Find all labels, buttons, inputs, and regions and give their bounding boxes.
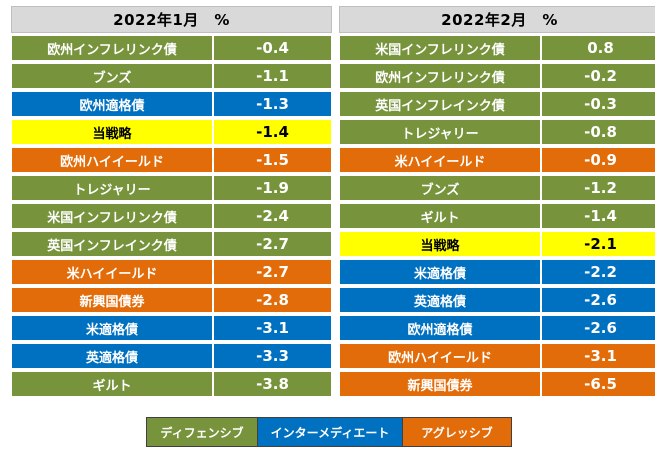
asset-name: ブンズ: [11, 63, 213, 89]
return-value: -2.6: [541, 315, 655, 341]
asset-name: トレジャリー: [11, 175, 213, 201]
return-value: -3.1: [541, 343, 655, 369]
asset-name: 米ハイイールド: [339, 147, 541, 173]
return-value: -2.7: [213, 259, 332, 285]
table-row: 当戦略 -1.4: [11, 119, 332, 145]
legend: ディフェンシブ インターメディエート アグレッシブ: [146, 417, 512, 447]
return-value: -2.7: [213, 231, 332, 257]
table-row: 米ハイイールド -0.9: [339, 147, 655, 173]
asset-name: 英適格債: [11, 343, 213, 369]
table-row: 米適格債 -2.2: [339, 259, 655, 285]
table-row: 欧州ハイイールド -3.1: [339, 343, 655, 369]
return-value: -0.2: [541, 63, 655, 89]
table-row: 米国インフレリンク債 -2.4: [11, 203, 332, 229]
table-row: 英適格債 -3.3: [11, 343, 332, 369]
return-value: -0.8: [541, 119, 655, 145]
asset-name: 欧州適格債: [11, 91, 213, 117]
return-value: -0.3: [541, 91, 655, 117]
asset-name: 米適格債: [11, 315, 213, 341]
table-january: 2022年1月 % 欧州インフレリンク債 -0.4 ブンズ -1.1 欧州適格債 -1.3…: [11, 6, 332, 397]
table-title-january: 2022年1月 %: [11, 6, 332, 33]
table-row: 欧州適格債 -1.3: [11, 91, 332, 117]
return-value: 0.8: [541, 35, 655, 61]
asset-name: トレジャリー: [339, 119, 541, 145]
legend-intermediate: インターメディエート: [257, 418, 403, 446]
asset-name: 新興国債券: [11, 287, 213, 313]
asset-name: 当戦略: [11, 119, 213, 145]
rows-january: 欧州インフレリンク債 -0.4 ブンズ -1.1 欧州適格債 -1.3 当戦略 -1.4 欧州ハ…: [11, 35, 332, 397]
return-value: -1.9: [213, 175, 332, 201]
return-value: -1.1: [213, 63, 332, 89]
table-row: 米適格債 -3.1: [11, 315, 332, 341]
asset-name: 欧州適格債: [339, 315, 541, 341]
table-row: 米ハイイールド -2.7: [11, 259, 332, 285]
return-value: -3.3: [213, 343, 332, 369]
table-row: ギルト -1.4: [339, 203, 655, 229]
table-row: ブンズ -1.1: [11, 63, 332, 89]
return-value: -6.5: [541, 371, 655, 397]
table-row: 欧州適格債 -2.6: [339, 315, 655, 341]
table-row: 新興国債券 -6.5: [339, 371, 655, 397]
return-value: -2.6: [541, 287, 655, 313]
rows-february: 米国インフレリンク債 0.8 欧州インフレリンク債 -0.2 英国インフレインク債 -0.…: [339, 35, 655, 397]
table-row: 新興国債券 -2.8: [11, 287, 332, 313]
table-row: トレジャリー -1.9: [11, 175, 332, 201]
asset-name: 米国インフレリンク債: [11, 203, 213, 229]
asset-name: 当戦略: [339, 231, 541, 257]
asset-name: 欧州ハイイールド: [11, 147, 213, 173]
asset-name: 英国インフレインク債: [11, 231, 213, 257]
table-row: トレジャリー -0.8: [339, 119, 655, 145]
asset-name: 米国インフレリンク債: [339, 35, 541, 61]
table-row: 英国インフレインク債 -0.3: [339, 91, 655, 117]
return-value: -0.4: [213, 35, 332, 61]
table-row: 当戦略 -2.1: [339, 231, 655, 257]
table-title-february: 2022年2月 %: [339, 6, 655, 33]
return-value: -2.4: [213, 203, 332, 229]
asset-name: ギルト: [339, 203, 541, 229]
return-value: -1.5: [213, 147, 332, 173]
return-value: -1.4: [541, 203, 655, 229]
table-row: 英適格債 -2.6: [339, 287, 655, 313]
asset-name: ギルト: [11, 371, 213, 397]
return-value: -1.2: [541, 175, 655, 201]
asset-name: ブンズ: [339, 175, 541, 201]
return-value: -1.4: [213, 119, 332, 145]
legend-aggressive: アグレッシブ: [403, 418, 511, 446]
return-value: -3.1: [213, 315, 332, 341]
asset-name: 米適格債: [339, 259, 541, 285]
table-row: 英国インフレインク債 -2.7: [11, 231, 332, 257]
table-row: 米国インフレリンク債 0.8: [339, 35, 655, 61]
asset-name: 米ハイイールド: [11, 259, 213, 285]
table-row: 欧州インフレリンク債 -0.4: [11, 35, 332, 61]
table-february: 2022年2月 % 米国インフレリンク債 0.8 欧州インフレリンク債 -0.2 英国イ…: [339, 6, 655, 397]
return-value: -3.8: [213, 371, 332, 397]
asset-name: 欧州インフレリンク債: [339, 63, 541, 89]
table-row: 欧州ハイイールド -1.5: [11, 147, 332, 173]
return-value: -2.1: [541, 231, 655, 257]
table-row: ギルト -3.8: [11, 371, 332, 397]
return-value: -1.3: [213, 91, 332, 117]
return-value: -2.2: [541, 259, 655, 285]
asset-name: 英国インフレインク債: [339, 91, 541, 117]
return-value: -0.9: [541, 147, 655, 173]
legend-defensive: ディフェンシブ: [147, 418, 257, 446]
table-row: ブンズ -1.2: [339, 175, 655, 201]
return-value: -2.8: [213, 287, 332, 313]
asset-name: 新興国債券: [339, 371, 541, 397]
asset-name: 欧州ハイイールド: [339, 343, 541, 369]
asset-name: 欧州インフレリンク債: [11, 35, 213, 61]
table-row: 欧州インフレリンク債 -0.2: [339, 63, 655, 89]
asset-name: 英適格債: [339, 287, 541, 313]
